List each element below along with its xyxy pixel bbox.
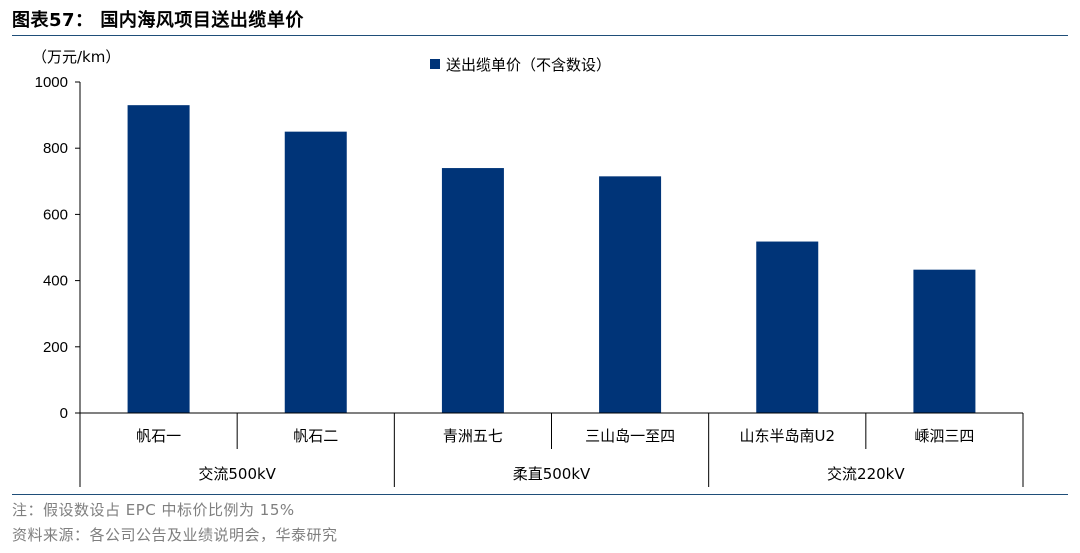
bar [441,168,504,413]
legend: 送出缆单价（不含数设） [430,56,611,74]
bars [127,105,976,414]
category-label: 嵊泗三四 [914,427,974,445]
category-label: 帆石一 [136,427,181,445]
category-label: 青洲五七 [443,427,503,445]
bar [756,241,819,413]
bar [127,105,190,414]
category-label: 三山岛一至四 [585,427,675,445]
y-unit-label: （万元/km） [32,48,120,66]
y-tick-label: 0 [60,405,68,422]
legend-swatch [430,59,440,69]
y-axis: 0 200 400 600 800 1000 [35,74,81,487]
figure-title: 图表57： 国内海风项目送出缆单价 [12,10,304,31]
legend-label: 送出缆单价（不含数设） [446,56,611,74]
y-tick-label: 400 [43,273,68,290]
y-tick-label: 1000 [35,74,68,91]
y-tick-label: 800 [43,140,68,157]
bar [284,131,347,413]
y-tick-label: 600 [43,206,68,223]
group-label: 交流220kV [827,465,905,483]
bar [913,269,976,413]
source-note: 资料来源：各公司公告及业绩说明会，华泰研究 [12,526,338,544]
footer-rule [12,494,1068,495]
bar [599,176,662,413]
y-tick-label: 200 [43,339,68,356]
group-label: 交流500kV [198,465,276,483]
category-label: 山东半岛南U2 [739,427,835,445]
footnote: 注：假设数设占 EPC 中标价比例为 15% [12,501,295,519]
title-rule [12,35,1068,36]
category-label: 帆石二 [293,427,338,445]
group-label: 柔直500kV [513,465,591,483]
